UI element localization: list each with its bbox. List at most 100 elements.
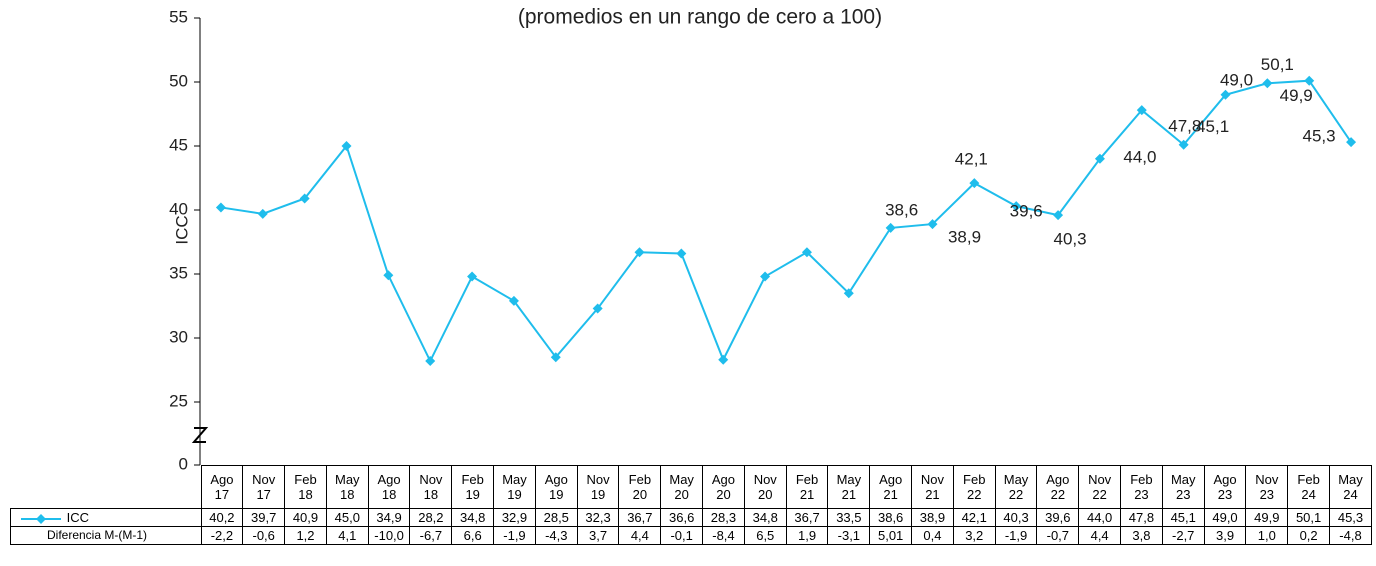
axis-break xyxy=(191,427,209,443)
marker xyxy=(215,202,226,213)
y-tick-label: 0 xyxy=(179,454,188,473)
x-tick-label: Nov 22 xyxy=(1078,465,1122,509)
data-label: 38,6 xyxy=(885,200,918,219)
x-tick-label: Nov 23 xyxy=(1245,465,1289,509)
x-tick-label: May 24 xyxy=(1329,465,1372,509)
table-row: ICC 40,2 39,7 40,9 45,0 34,9 28,2 34,8 32,9 28,5 3… xyxy=(10,508,1372,527)
marker xyxy=(592,303,603,314)
table-value: 32,9 xyxy=(493,508,536,527)
marker xyxy=(1136,105,1147,116)
y-tick-label: 25 xyxy=(169,391,188,410)
data-label: 39,6 xyxy=(1010,202,1043,221)
table-value: 36,6 xyxy=(660,508,704,527)
x-tick-label: Nov 21 xyxy=(911,465,954,509)
x-tick-label: Nov 20 xyxy=(743,465,787,509)
y-tick-label: 35 xyxy=(169,263,188,282)
x-tick-label: May 18 xyxy=(325,465,369,509)
table-value: -0,1 xyxy=(660,526,704,545)
table-value: -2,7 xyxy=(1161,526,1205,545)
table-value: -4,8 xyxy=(1329,526,1372,545)
marker xyxy=(760,271,771,282)
table-value: 3,8 xyxy=(1120,526,1163,545)
x-tick-label: Ago 20 xyxy=(702,465,745,509)
marker xyxy=(1178,139,1189,150)
table-value: -1,9 xyxy=(994,526,1038,545)
table-row: Diferencia M-(M-1) -2,2 -0,6 1,2 4,1 -10,0 -6,… xyxy=(10,526,1372,545)
table-value: 34,8 xyxy=(451,508,495,527)
x-tick-label: Feb 21 xyxy=(785,465,829,509)
table-value: 39,6 xyxy=(1036,508,1080,527)
marker xyxy=(634,247,645,258)
x-tick-label: Nov 18 xyxy=(409,465,453,509)
table-value: 45,0 xyxy=(325,508,369,527)
table-value: -0,6 xyxy=(242,526,286,545)
data-label: 44,0 xyxy=(1123,147,1156,166)
marker xyxy=(969,178,980,189)
x-tick-label: Feb 22 xyxy=(952,465,996,509)
y-tick-label: 55 xyxy=(169,7,188,26)
table-value: -6,7 xyxy=(409,526,453,545)
marker xyxy=(1304,75,1315,86)
marker xyxy=(550,352,561,363)
marker xyxy=(383,270,394,281)
legend-entry: ICC xyxy=(10,508,202,527)
table-value: 44,0 xyxy=(1078,508,1122,527)
table-value: 49,9 xyxy=(1245,508,1289,527)
table-value: 40,3 xyxy=(994,508,1038,527)
table-value: 36,7 xyxy=(785,508,829,527)
table-value: 1,2 xyxy=(284,526,327,545)
data-label: 50,1 xyxy=(1261,55,1294,74)
table-value: 28,5 xyxy=(534,508,578,527)
table-value: 39,7 xyxy=(242,508,286,527)
table-value: 42,1 xyxy=(952,508,996,527)
table-value: 0,2 xyxy=(1287,526,1331,545)
x-tick-label: Ago 21 xyxy=(869,465,913,509)
marker xyxy=(1053,210,1064,221)
table-value: 3,7 xyxy=(576,526,620,545)
table-value: 45,1 xyxy=(1161,508,1205,527)
table-value: 4,4 xyxy=(1078,526,1122,545)
table-value: 38,9 xyxy=(911,508,954,527)
table-value: 1,0 xyxy=(1245,526,1289,545)
x-tick-label: Ago 23 xyxy=(1203,465,1247,509)
table-value: 3,9 xyxy=(1203,526,1247,545)
marker xyxy=(885,222,896,233)
table-value: 47,8 xyxy=(1120,508,1163,527)
x-tick-label: Ago 18 xyxy=(367,465,411,509)
corner xyxy=(11,466,202,509)
data-table: Ago 17 Nov 17 Feb 18 May 18 Ago 18 Nov 18 Feb … xyxy=(10,465,1372,545)
marker xyxy=(1346,137,1357,148)
y-tick-label: 50 xyxy=(169,71,188,90)
marker xyxy=(467,271,478,282)
marker xyxy=(1094,153,1105,164)
x-tick-label: Feb 19 xyxy=(451,465,495,509)
table-value: 28,3 xyxy=(702,508,745,527)
table-value: 40,2 xyxy=(200,508,244,527)
marker xyxy=(341,141,352,151)
table-value: 49,0 xyxy=(1203,508,1247,527)
legend-marker xyxy=(21,513,61,524)
table-value: 28,2 xyxy=(409,508,453,527)
x-tick-label: May 20 xyxy=(660,465,704,509)
y-tick-label: 45 xyxy=(169,135,188,154)
x-tick-label: May 22 xyxy=(994,465,1038,509)
row-label: Diferencia M-(M-1) xyxy=(10,526,202,545)
table-value: 3,2 xyxy=(952,526,996,545)
marker xyxy=(1011,201,1022,212)
data-label: 45,1 xyxy=(1196,117,1229,136)
table-value: 36,7 xyxy=(618,508,662,527)
table-value: -10,0 xyxy=(367,526,411,545)
data-label: 40,3 xyxy=(1054,230,1087,249)
chart-title: (promedios en un rango de cero a 100) xyxy=(518,6,882,29)
table-value: 34,9 xyxy=(367,508,411,527)
marker xyxy=(676,248,687,259)
x-tick-label: May 21 xyxy=(827,465,871,509)
marker xyxy=(425,356,436,367)
marker xyxy=(1262,78,1273,89)
x-tick-label: Feb 24 xyxy=(1287,465,1331,509)
x-tick-label: Nov 17 xyxy=(242,465,286,509)
x-tick-label: Feb 20 xyxy=(618,465,662,509)
line xyxy=(220,79,1352,364)
